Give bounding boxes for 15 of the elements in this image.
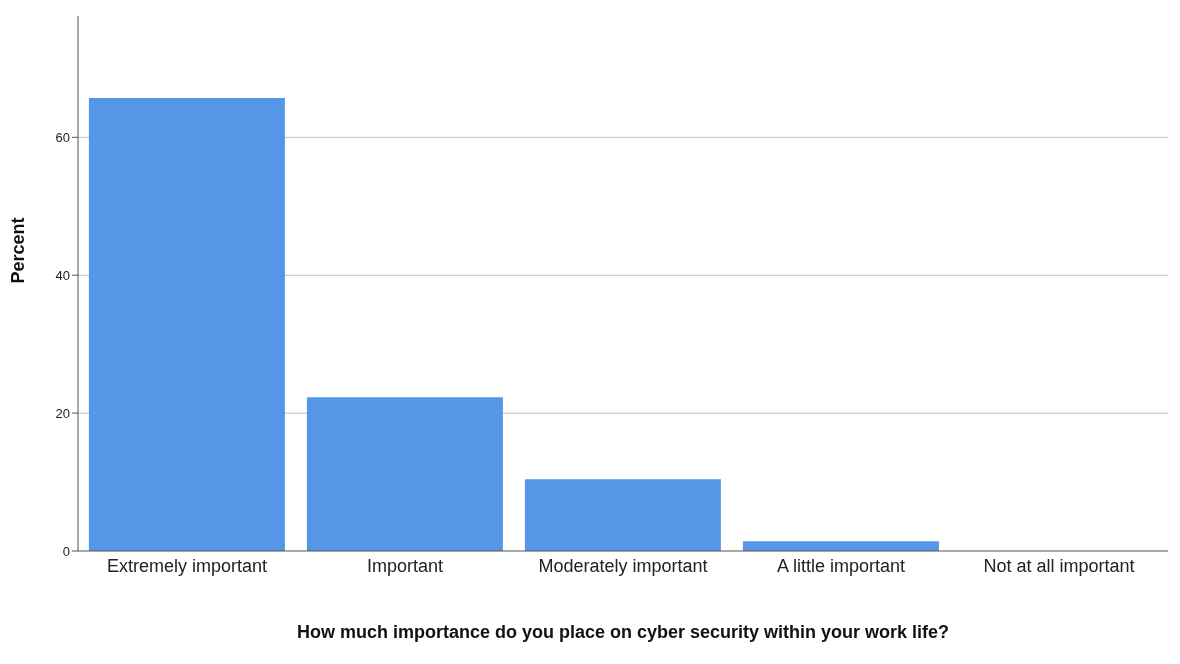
y-tick-label: 40 — [55, 267, 70, 283]
bar — [306, 397, 503, 551]
x-tick-label: Moderately important — [538, 555, 708, 576]
x-axis-title: How much importance do you place on cyber security within your work life? — [296, 622, 950, 642]
y-tick-label: 60 — [55, 129, 70, 145]
bar — [88, 98, 285, 551]
bar — [524, 479, 721, 551]
bar — [742, 541, 939, 551]
x-tick-label: A little important — [776, 555, 906, 576]
x-tick-label: Important — [366, 555, 444, 576]
y-tick-label: 0 — [62, 543, 70, 559]
y-axis-title: Percent — [8, 217, 29, 284]
x-tick-label: Not at all important — [983, 555, 1135, 576]
y-tick-label: 20 — [55, 405, 70, 421]
x-tick-label: Extremely important — [106, 555, 268, 576]
